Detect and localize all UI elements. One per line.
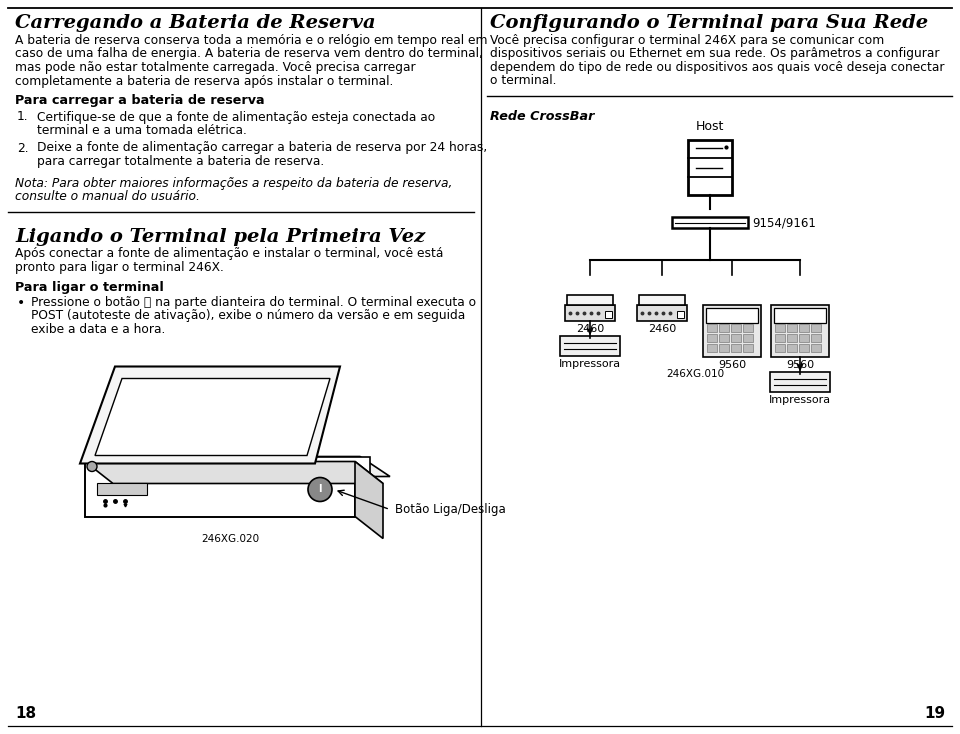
Bar [707, 334, 717, 342]
Bar [774, 308, 826, 323]
Text: dependem do tipo de rede ou dispositivos aos quais você deseja conectar: dependem do tipo de rede ou dispositivos… [490, 61, 945, 74]
Text: para carregar totalmente a bateria de reserva.: para carregar totalmente a bateria de re… [37, 155, 324, 168]
Bar [799, 334, 809, 342]
Bar [639, 295, 685, 305]
Bar [787, 324, 797, 332]
Bar [811, 324, 821, 332]
Bar [637, 305, 687, 321]
Text: Carregando a Bateria de Reserva: Carregando a Bateria de Reserva [15, 14, 375, 32]
Bar [731, 344, 741, 352]
Text: Configurando o Terminal para Sua Rede: Configurando o Terminal para Sua Rede [490, 14, 928, 32]
Text: Rede CrossBar: Rede CrossBar [490, 110, 594, 123]
Text: 246XG.010: 246XG.010 [666, 369, 724, 379]
Text: 9560: 9560 [786, 360, 814, 370]
Bar [565, 305, 615, 321]
Text: Botão Liga/Desliga: Botão Liga/Desliga [395, 503, 506, 516]
Text: o terminal.: o terminal. [490, 74, 557, 87]
Bar [672, 217, 748, 228]
Bar [707, 324, 717, 332]
Polygon shape [85, 462, 383, 484]
Text: 9154/9161: 9154/9161 [752, 216, 816, 229]
Text: Pressione o botão ⓘ na parte dianteira do terminal. O terminal executa o: Pressione o botão ⓘ na parte dianteira d… [31, 296, 476, 309]
Text: 2460: 2460 [576, 324, 604, 334]
Bar [677, 311, 684, 318]
Text: 1.: 1. [17, 111, 29, 123]
Polygon shape [110, 457, 390, 476]
Bar [771, 305, 829, 357]
Text: *: * [113, 499, 117, 508]
Bar [731, 324, 741, 332]
Bar [703, 305, 761, 357]
Bar [770, 372, 830, 392]
Bar [719, 324, 729, 332]
Text: 19: 19 [924, 706, 945, 721]
Text: 2460: 2460 [648, 324, 676, 334]
Polygon shape [95, 379, 330, 456]
Text: exibe a data e a hora.: exibe a data e a hora. [31, 323, 165, 336]
Bar [799, 324, 809, 332]
Text: pronto para ligar o terminal 246X.: pronto para ligar o terminal 246X. [15, 261, 224, 274]
Bar [799, 344, 809, 352]
Text: Deixe a fonte de alimentação carregar a bateria de reserva por 24 horas,: Deixe a fonte de alimentação carregar a … [37, 142, 488, 154]
Bar [743, 324, 753, 332]
Text: Ligando o Terminal pela Primeira Vez: Ligando o Terminal pela Primeira Vez [15, 228, 425, 245]
Bar [707, 344, 717, 352]
Text: 2.: 2. [17, 142, 29, 154]
Bar [605, 311, 612, 318]
Bar [787, 344, 797, 352]
Polygon shape [355, 462, 383, 539]
Bar [688, 140, 732, 195]
Text: I: I [319, 484, 322, 495]
Text: POST (autoteste de ativação), exibe o número da versão e em seguida: POST (autoteste de ativação), exibe o nú… [31, 310, 466, 322]
Bar [719, 344, 729, 352]
Bar [567, 295, 613, 305]
Text: completamente a bateria de reserva após instalar o terminal.: completamente a bateria de reserva após … [15, 74, 394, 87]
Bar [775, 334, 785, 342]
Polygon shape [85, 462, 355, 517]
Text: Após conectar a fonte de alimentação e instalar o terminal, você está: Após conectar a fonte de alimentação e i… [15, 247, 444, 261]
Bar [743, 344, 753, 352]
Text: Impressora: Impressora [559, 359, 621, 369]
Bar [719, 334, 729, 342]
Text: dispositivos seriais ou Ethernet em sua rede. Os parâmetros a configurar: dispositivos seriais ou Ethernet em sua … [490, 48, 940, 60]
Text: 18: 18 [15, 706, 36, 721]
Circle shape [308, 478, 332, 501]
Polygon shape [90, 457, 370, 501]
Text: •: • [17, 296, 25, 310]
Text: A bateria de reserva conserva toda a memória e o relógio em tempo real em: A bateria de reserva conserva toda a mem… [15, 34, 488, 47]
Bar [560, 336, 620, 356]
Text: Para ligar o terminal: Para ligar o terminal [15, 280, 164, 294]
Text: Host: Host [696, 120, 724, 133]
Bar [97, 482, 147, 495]
Text: consulte o manual do usuário.: consulte o manual do usuário. [15, 190, 200, 203]
Text: caso de uma falha de energia. A bateria de reserva vem dentro do terminal,: caso de uma falha de energia. A bateria … [15, 48, 483, 60]
Text: Certifique-se de que a fonte de alimentação esteja conectada ao: Certifique-se de que a fonte de alimenta… [37, 111, 435, 123]
Bar [787, 334, 797, 342]
Text: Para carregar a bateria de reserva: Para carregar a bateria de reserva [15, 94, 265, 107]
Text: Você precisa configurar o terminal 246X para se comunicar com: Você precisa configurar o terminal 246X … [490, 34, 884, 47]
Bar [775, 344, 785, 352]
Text: 9560: 9560 [718, 360, 746, 370]
Text: Impressora: Impressora [769, 395, 831, 405]
Circle shape [87, 462, 97, 471]
Bar [775, 324, 785, 332]
Bar [743, 334, 753, 342]
Bar [731, 334, 741, 342]
Text: Nota: Para obter maiores informações a respeito da bateria de reserva,: Nota: Para obter maiores informações a r… [15, 176, 452, 189]
Bar [811, 344, 821, 352]
Bar [811, 334, 821, 342]
Polygon shape [80, 366, 340, 463]
Text: 246XG.020: 246XG.020 [201, 534, 259, 545]
Text: mas pode não estar totalmente carregada. Você precisa carregar: mas pode não estar totalmente carregada.… [15, 61, 416, 74]
Bar [706, 308, 758, 323]
Text: terminal e a uma tomada elétrica.: terminal e a uma tomada elétrica. [37, 124, 247, 137]
